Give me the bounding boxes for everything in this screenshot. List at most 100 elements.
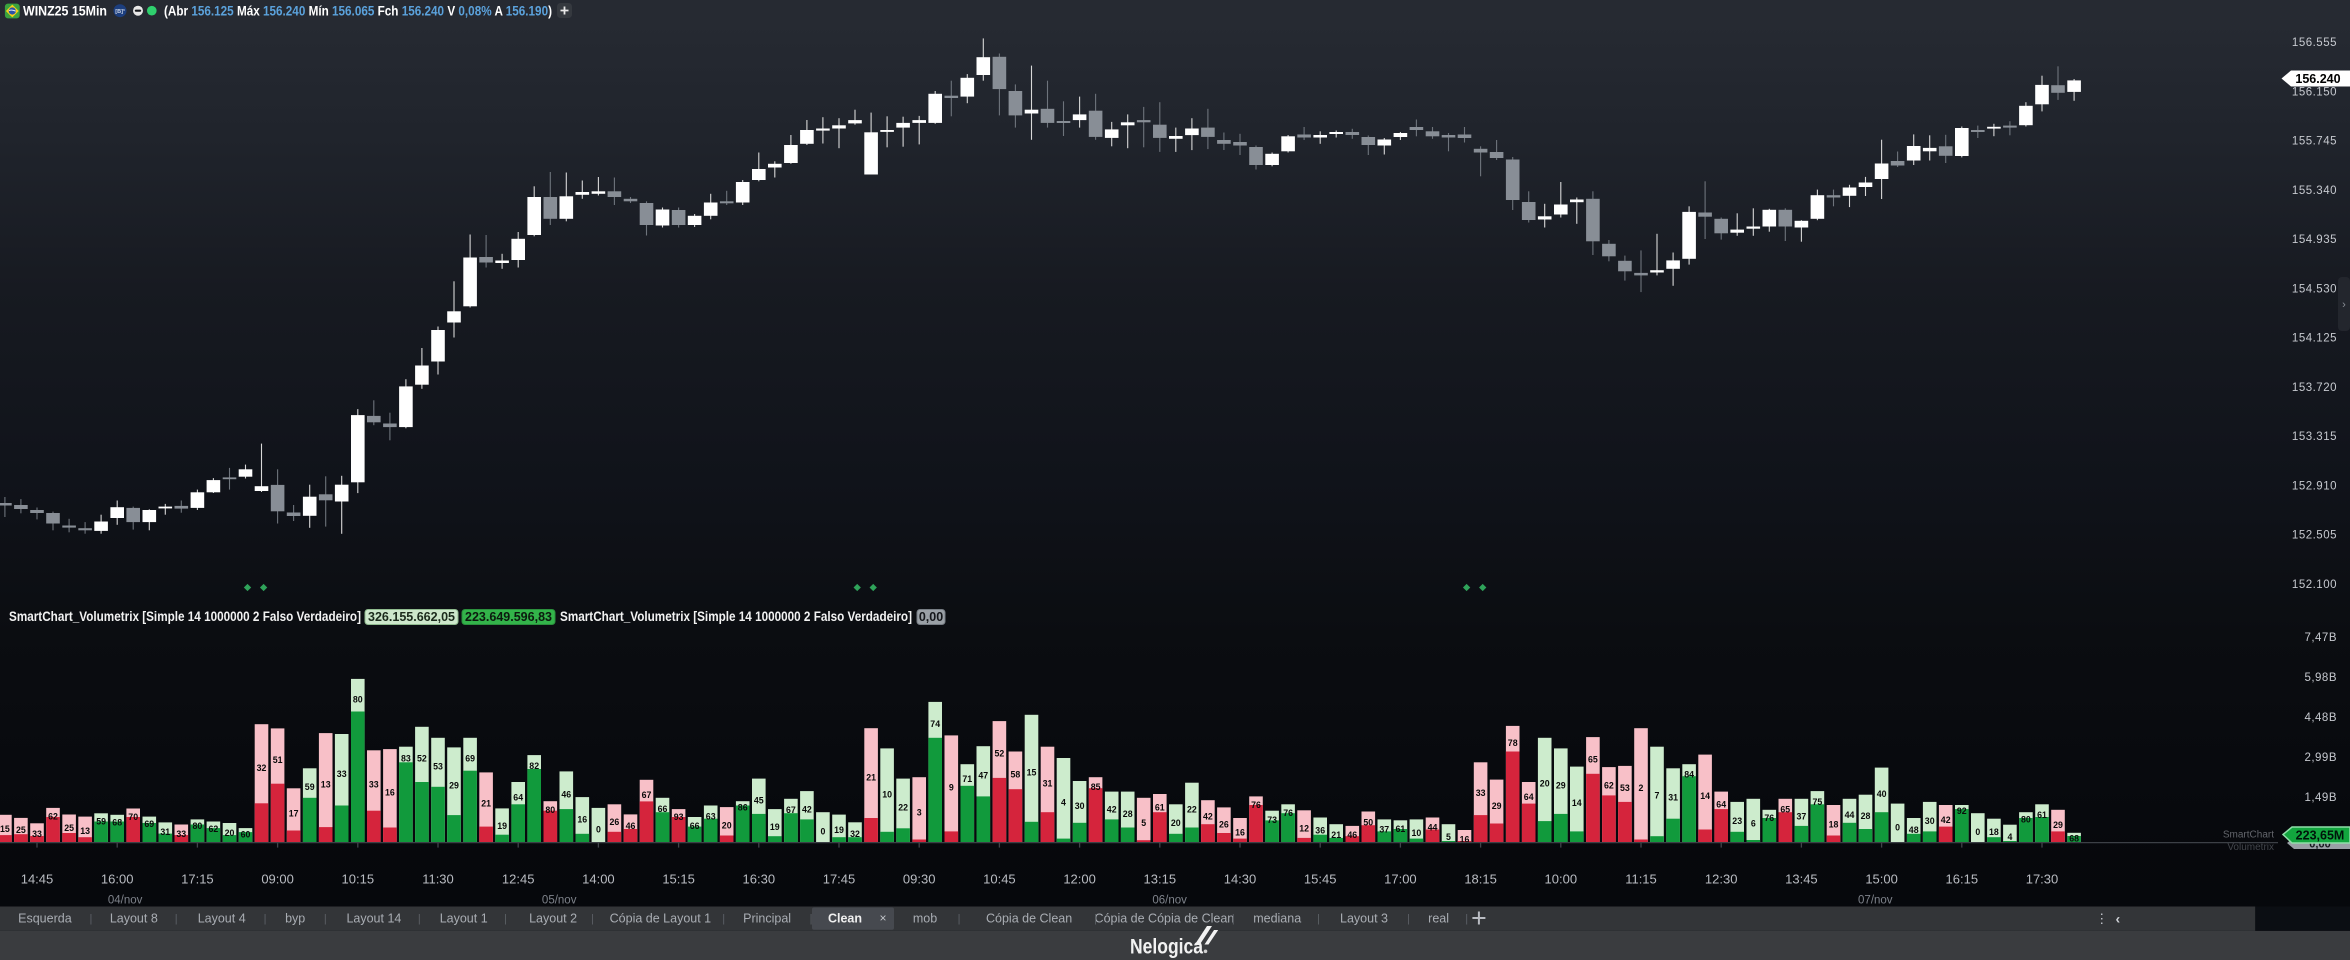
- svg-text:32: 32: [257, 763, 267, 773]
- svg-text:0: 0: [596, 825, 601, 835]
- svg-text:31: 31: [1043, 779, 1053, 789]
- svg-text:45: 45: [754, 796, 764, 806]
- svg-text:71: 71: [962, 774, 972, 784]
- svg-text:16: 16: [1460, 835, 1470, 845]
- svg-text:152.910: 152.910: [2292, 480, 2337, 492]
- svg-text:|: |: [89, 913, 92, 925]
- svg-text:|: |: [1094, 913, 1097, 925]
- svg-text:7,47B: 7,47B: [2304, 632, 2337, 644]
- svg-text:37: 37: [1379, 825, 1389, 835]
- svg-text:|: |: [958, 913, 961, 925]
- svg-text:|: |: [504, 913, 507, 925]
- svg-text:12: 12: [1299, 823, 1309, 833]
- svg-text:15:45: 15:45: [1304, 872, 1337, 887]
- svg-text:4: 4: [2007, 832, 2012, 842]
- svg-text:20: 20: [225, 828, 235, 838]
- svg-text:33: 33: [337, 769, 347, 779]
- svg-text:15: 15: [1027, 768, 1037, 778]
- svg-text:93: 93: [674, 812, 684, 822]
- svg-text:10: 10: [1412, 828, 1422, 838]
- svg-text:10:00: 10:00: [1545, 872, 1578, 887]
- svg-text:04/nov: 04/nov: [108, 895, 143, 907]
- svg-text:Cópia de Layout 1: Cópia de Layout 1: [610, 912, 712, 926]
- svg-text:28: 28: [1861, 811, 1871, 821]
- svg-text:|: |: [810, 913, 813, 925]
- svg-text:11:15: 11:15: [1625, 872, 1657, 887]
- svg-text:21: 21: [866, 772, 876, 782]
- svg-text:92: 92: [1957, 806, 1967, 816]
- svg-text:61: 61: [1155, 802, 1165, 812]
- svg-text:86: 86: [738, 803, 748, 813]
- svg-text:2,99B: 2,99B: [2304, 752, 2337, 764]
- svg-text:80: 80: [353, 694, 363, 704]
- svg-text:152.100: 152.100: [2292, 579, 2337, 591]
- svg-text:0: 0: [820, 827, 825, 837]
- svg-text:18: 18: [1829, 820, 1839, 830]
- svg-text:25: 25: [16, 825, 26, 835]
- svg-text:11:30: 11:30: [422, 872, 454, 887]
- svg-text:29: 29: [1492, 801, 1502, 811]
- svg-text:33: 33: [176, 829, 186, 839]
- svg-text:21: 21: [1331, 830, 1341, 840]
- svg-text:154.935: 154.935: [2292, 234, 2337, 246]
- svg-text:SmartChart: SmartChart: [2223, 830, 2274, 841]
- svg-text:×: ×: [879, 911, 886, 925]
- svg-text:07/nov: 07/nov: [1858, 895, 1893, 907]
- svg-text:40: 40: [1877, 789, 1887, 799]
- svg-text:21: 21: [481, 799, 491, 809]
- svg-text:Volumetrix: Volumetrix: [2227, 842, 2274, 853]
- svg-text:62: 62: [1604, 781, 1614, 791]
- svg-text:20: 20: [1171, 818, 1181, 828]
- svg-text:6: 6: [1751, 819, 1756, 829]
- svg-text:10: 10: [882, 789, 892, 799]
- svg-text:Layout 3: Layout 3: [1340, 912, 1388, 926]
- svg-text:WINZ25 15Min: WINZ25 15Min: [23, 3, 107, 19]
- svg-text:223.649.596,83: 223.649.596,83: [465, 610, 552, 624]
- svg-text:73: 73: [1267, 815, 1277, 825]
- svg-text:52: 52: [417, 754, 427, 764]
- svg-text:62: 62: [48, 812, 58, 822]
- svg-text:46: 46: [561, 790, 571, 800]
- svg-text:152.505: 152.505: [2292, 530, 2337, 542]
- svg-text:5: 5: [1446, 832, 1451, 842]
- svg-text:68: 68: [112, 817, 122, 827]
- svg-text:66: 66: [690, 821, 700, 831]
- svg-text:20: 20: [1540, 779, 1550, 789]
- svg-text:22: 22: [898, 803, 908, 813]
- svg-text:Clean: Clean: [828, 912, 862, 926]
- svg-text:mediana: mediana: [1253, 912, 1301, 926]
- svg-text:75: 75: [1813, 797, 1823, 807]
- svg-text:16:00: 16:00: [101, 872, 134, 887]
- svg-text:26: 26: [610, 817, 620, 827]
- svg-text:44: 44: [1845, 810, 1855, 820]
- svg-text:⋮: ⋮: [2095, 911, 2108, 926]
- svg-text:|: |: [591, 913, 594, 925]
- svg-text:153.315: 153.315: [2292, 431, 2337, 443]
- svg-text:|: |: [722, 913, 725, 925]
- svg-text:65: 65: [1588, 755, 1598, 765]
- svg-text:|: |: [1232, 913, 1235, 925]
- svg-text:18:15: 18:15: [1464, 872, 1497, 887]
- svg-text:83: 83: [401, 754, 411, 764]
- svg-text:31: 31: [1668, 793, 1678, 803]
- svg-text:|: |: [264, 913, 267, 925]
- svg-text:29: 29: [2053, 820, 2063, 830]
- svg-text:10:45: 10:45: [983, 872, 1016, 887]
- svg-text:82: 82: [529, 761, 539, 771]
- svg-text:2: 2: [1639, 783, 1644, 793]
- svg-text:Layout 14: Layout 14: [346, 912, 401, 926]
- svg-text:48: 48: [1909, 825, 1919, 835]
- svg-text:14: 14: [1572, 798, 1582, 808]
- svg-text:12:30: 12:30: [1705, 872, 1738, 887]
- svg-text:68: 68: [2069, 834, 2079, 844]
- svg-text:30: 30: [1925, 816, 1935, 826]
- svg-text:61: 61: [1396, 824, 1406, 834]
- svg-text:42: 42: [802, 805, 812, 815]
- svg-text:Cópia de Cópia de Clean: Cópia de Cópia de Clean: [1095, 912, 1235, 926]
- svg-text:67: 67: [786, 805, 796, 815]
- svg-text:13:45: 13:45: [1785, 872, 1818, 887]
- svg-text:23: 23: [1732, 816, 1742, 826]
- svg-text:byp: byp: [285, 912, 305, 926]
- svg-text:14:30: 14:30: [1224, 872, 1257, 887]
- svg-text:(Abr 156.125 Máx 156.240 Mín 1: (Abr 156.125 Máx 156.240 Mín 156.065 Fch…: [164, 4, 552, 19]
